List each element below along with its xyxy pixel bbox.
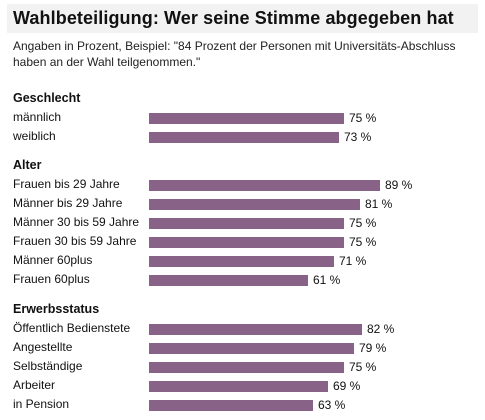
category-label: männlich <box>13 110 62 124</box>
data-label: 75 % <box>349 111 377 125</box>
bar <box>149 113 344 124</box>
data-label: 75 % <box>349 360 377 374</box>
title-bar: Wahlbeteiligung: Wer seine Stimme abgege… <box>7 4 478 33</box>
data-label: 75 % <box>349 216 377 230</box>
category-label: Arbeiter <box>13 378 56 392</box>
category-label: Frauen 60plus <box>13 272 90 286</box>
category-label: Frauen 30 bis 59 Jahre <box>13 234 137 248</box>
data-label: 75 % <box>349 235 377 249</box>
bar <box>149 237 344 248</box>
category-label: in Pension <box>13 397 70 411</box>
group-title: Erwerbsstatus <box>13 302 100 316</box>
data-label: 79 % <box>359 341 387 355</box>
data-label: 89 % <box>385 178 413 192</box>
data-label: 61 % <box>313 273 341 287</box>
category-label: Männer bis 29 Jahre <box>13 196 123 210</box>
bar <box>149 256 334 267</box>
data-label: 71 % <box>339 254 367 268</box>
chart-subtitle: Angaben in Prozent, Beispiel: "84 Prozen… <box>13 39 456 69</box>
bar <box>149 180 380 191</box>
category-label: Öffentlich Bedienstete <box>13 321 131 335</box>
category-label: Angestellte <box>13 340 73 354</box>
bar <box>149 132 339 143</box>
category-label: Männer 30 bis 59 Jahre <box>13 215 140 229</box>
data-label: 81 % <box>365 197 393 211</box>
category-label: Frauen bis 29 Jahre <box>13 177 120 191</box>
bar <box>149 275 308 286</box>
data-label: 69 % <box>333 379 361 393</box>
group-title: Alter <box>13 158 42 172</box>
data-label: 82 % <box>367 322 395 336</box>
data-label: 63 % <box>318 398 346 412</box>
bar <box>149 343 354 354</box>
bar <box>149 199 360 210</box>
bar <box>149 381 328 392</box>
bar <box>149 400 313 411</box>
data-label: 73 % <box>344 130 372 144</box>
bar <box>149 324 362 335</box>
category-label: Männer 60plus <box>13 253 93 267</box>
group-title: Geschlecht <box>13 91 81 105</box>
chart-title: Wahlbeteiligung: Wer seine Stimme abgege… <box>13 8 454 28</box>
category-label: Selbständige <box>13 359 83 373</box>
category-label: weiblich <box>13 129 56 143</box>
bar <box>149 362 344 373</box>
bar <box>149 218 344 229</box>
